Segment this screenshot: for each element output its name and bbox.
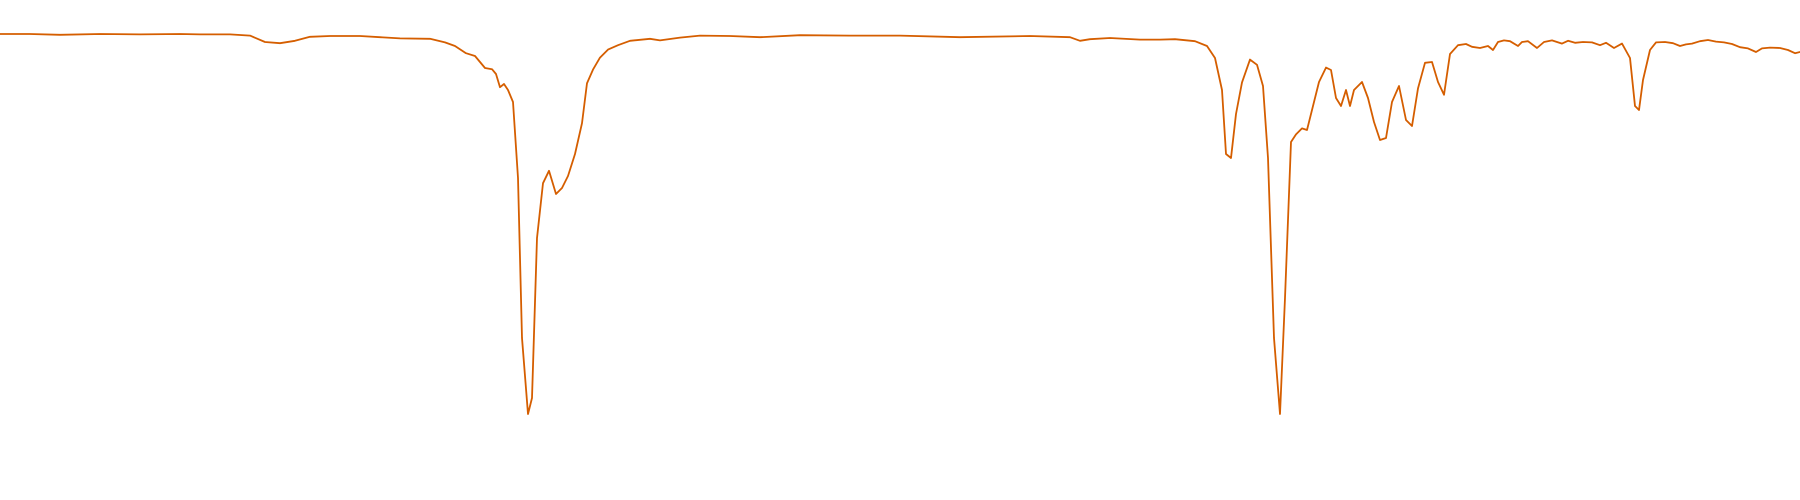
plot-area xyxy=(0,33,1800,415)
series-line-1 xyxy=(0,33,1800,415)
